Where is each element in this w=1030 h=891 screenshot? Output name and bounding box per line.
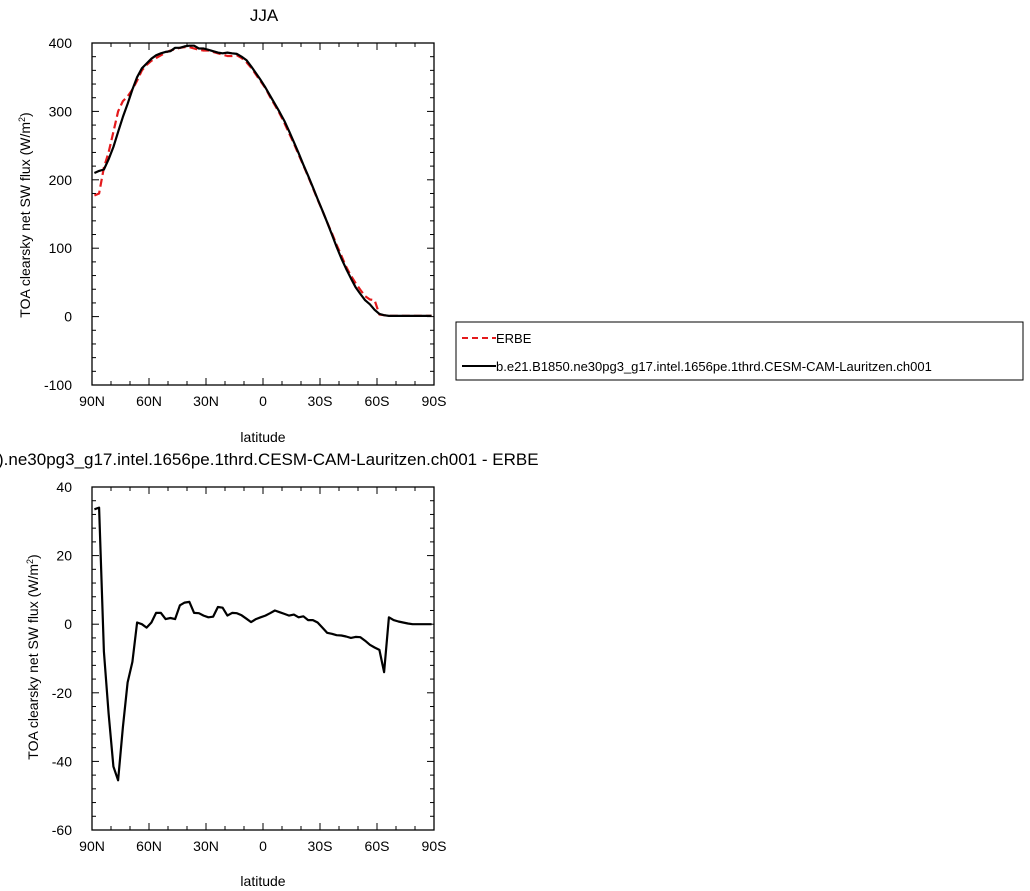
top-y-tick-label: 100 — [49, 240, 73, 256]
bottom-y-tick-label: 20 — [56, 548, 72, 564]
legend: ERBE b.e21.B1850.ne30pg3_g17.intel.1656p… — [455, 321, 1024, 381]
legend-erbe-label: ERBE — [496, 331, 532, 346]
legend-box — [455, 321, 1024, 381]
top-y-axis-label-tail: ) — [17, 112, 33, 117]
bottom-x-tick-label: 60N — [136, 838, 162, 854]
bottom-y-tick-label: -60 — [52, 822, 72, 838]
top-x-tick-label: 90N — [79, 393, 105, 409]
legend-model-label: b.e21.B1850.ne30pg3_g17.intel.1656pe.1th… — [496, 359, 932, 374]
top-y-tick-label: 300 — [49, 103, 73, 119]
bottom-plot-area: 90N 60N 30N 0 30S 60S 90S -60 -40 -20 0 20 40 — [52, 479, 447, 854]
top-y-tick-label: -100 — [44, 377, 72, 393]
bottom-series-line-0 — [94, 506, 432, 782]
bottom-x-tick-label: 30N — [193, 838, 219, 854]
bottom-y-axis-label-tail: ) — [25, 554, 41, 559]
bottom-x-tick-label: 90N — [79, 838, 105, 854]
top-panel: JJA 90N 60N 30N 0 30S 60S 90S -100 0 100 200 300 400… — [17, 6, 1024, 445]
top-x-tick-label: 30S — [308, 393, 333, 409]
top-y-tick-label: 200 — [49, 172, 73, 188]
top-plot-frame — [91, 42, 435, 386]
bottom-plot-frame — [91, 486, 435, 831]
bottom-y-tick-label: 0 — [64, 616, 72, 632]
top-y-tick-label: 400 — [49, 35, 73, 51]
top-x-tick-label: 60S — [365, 393, 390, 409]
top-x-tick-label: 90S — [422, 393, 447, 409]
top-x-tick-label: 30N — [193, 393, 219, 409]
top-x-tick-label: 0 — [259, 393, 267, 409]
top-chart-title: JJA — [250, 6, 279, 25]
top-plot-area: 90N 60N 30N 0 30S 60S 90S -100 0 100 200 300 400 — [44, 35, 446, 409]
top-y-axis-label-main: TOA clearsky net SW flux (W/m — [17, 122, 33, 318]
bottom-y-axis-label-sup: 2 — [25, 559, 35, 564]
bottom-y-tick-label: 40 — [56, 479, 72, 495]
top-series-line-0 — [93, 45, 432, 317]
bottom-y-tick-label: -40 — [52, 753, 72, 769]
top-y-axis-label-sup: 2 — [17, 117, 27, 122]
bottom-chart-title: ).ne30pg3_g17.intel.1656pe.1thrd.CESM-CA… — [0, 450, 539, 469]
bottom-y-tick-label: -20 — [52, 685, 72, 701]
bottom-x-tick-label: 30S — [308, 838, 333, 854]
top-x-axis-label: latitude — [240, 429, 285, 445]
top-x-tick-label: 60N — [136, 393, 162, 409]
bottom-y-axis-label: TOA clearsky net SW flux (W/m2) — [25, 554, 41, 759]
top-y-axis-label: TOA clearsky net SW flux (W/m2) — [17, 112, 33, 317]
bottom-y-axis-label-main: TOA clearsky net SW flux (W/m — [25, 564, 41, 760]
bottom-x-tick-label: 0 — [259, 838, 267, 854]
bottom-x-axis-label: latitude — [240, 873, 285, 889]
bottom-panel: ).ne30pg3_g17.intel.1656pe.1thrd.CESM-CA… — [0, 450, 539, 889]
top-y-tick-label: 0 — [64, 309, 72, 325]
bottom-x-tick-label: 60S — [365, 838, 390, 854]
bottom-x-tick-label: 90S — [422, 838, 447, 854]
top-series-line-1 — [93, 44, 432, 317]
